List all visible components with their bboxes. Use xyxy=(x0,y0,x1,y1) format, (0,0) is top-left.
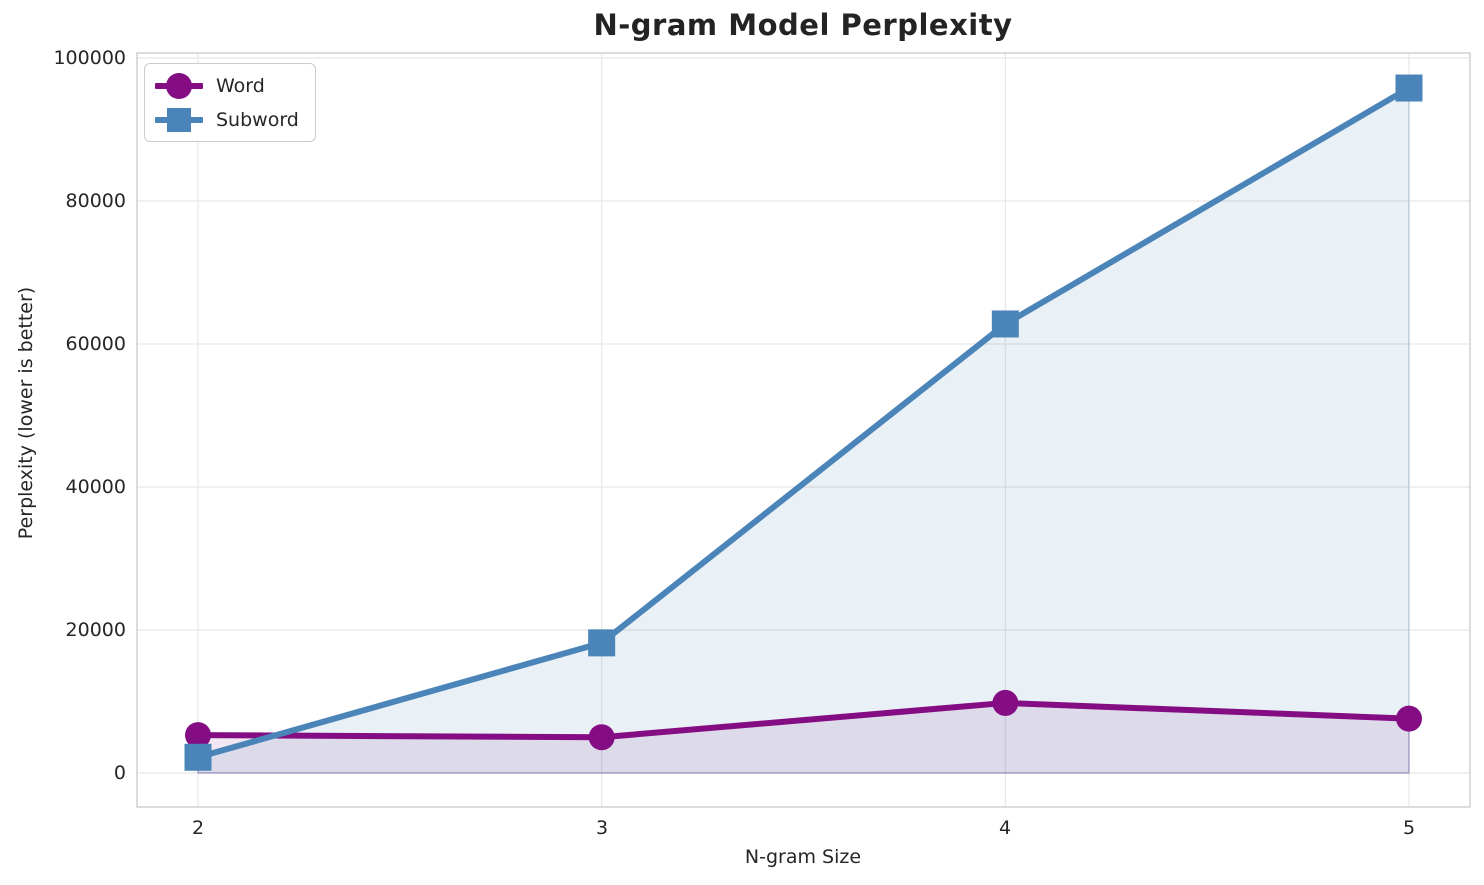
legend-label-subword: Subword xyxy=(216,108,299,131)
subword-point-5 xyxy=(1395,74,1423,102)
y-tick-40000: 40000 xyxy=(65,476,126,498)
x-tick-3: 3 xyxy=(595,817,609,839)
subword-point-4 xyxy=(991,310,1019,338)
y-tick-80000: 80000 xyxy=(65,190,126,212)
chart-title: N-gram Model Perplexity xyxy=(593,8,1013,42)
y-tick-100000: 100000 xyxy=(53,47,126,69)
word-marker-icon xyxy=(155,72,203,99)
x-axis-label: N-gram Size xyxy=(744,846,862,868)
y-axis-label: Perplexity (lower is better) xyxy=(15,286,37,540)
word-point-5 xyxy=(1396,705,1423,732)
x-tick-2: 2 xyxy=(191,817,205,839)
y-tick-60000: 60000 xyxy=(65,333,126,355)
word-line xyxy=(197,699,1410,741)
word-point-3 xyxy=(588,724,615,751)
legend-item-word: Word xyxy=(155,72,303,99)
subword-point-2 xyxy=(184,743,212,771)
word-point-2 xyxy=(185,722,211,749)
subword-point-3 xyxy=(588,629,616,657)
x-tick-5: 5 xyxy=(1402,817,1416,839)
x-tick-4: 4 xyxy=(998,817,1012,839)
legend: Word Subword xyxy=(144,63,316,142)
y-tick-20000: 20000 xyxy=(65,619,126,641)
y-tick-0: 0 xyxy=(113,762,126,784)
subword-marker-icon xyxy=(155,106,203,133)
legend-label-word: Word xyxy=(216,74,265,97)
axes-spines xyxy=(136,52,1471,808)
legend-item-subword: Subword xyxy=(155,106,303,133)
subword-line xyxy=(197,85,1411,761)
word-point-4 xyxy=(992,689,1019,716)
